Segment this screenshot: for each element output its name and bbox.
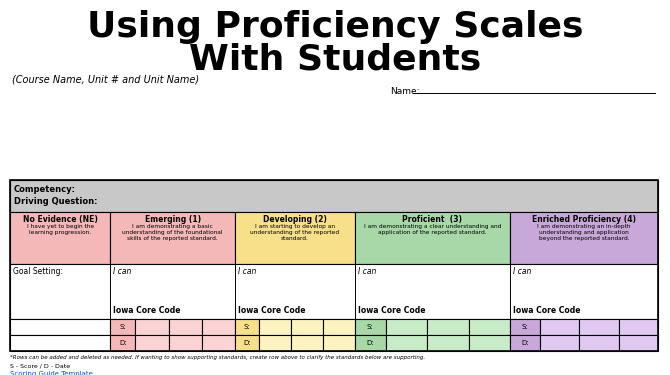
Bar	[386, 319, 427, 335]
Text: I have yet to begin the
learning progression.: I have yet to begin the learning progres…	[27, 224, 94, 235]
Bar	[111, 335, 135, 351]
Bar	[540, 319, 579, 335]
Bar	[202, 335, 235, 351]
Text: S:: S:	[522, 324, 529, 330]
Bar	[323, 319, 354, 335]
Bar	[469, 319, 511, 335]
Bar	[135, 335, 168, 351]
Text: Scoring Guide Template: Scoring Guide Template	[10, 371, 93, 375]
Bar	[354, 212, 511, 264]
Text: I am demonstrating a clear understanding and
application of the reported standar: I am demonstrating a clear understanding…	[364, 224, 501, 235]
Bar	[259, 335, 291, 351]
Bar	[111, 212, 235, 264]
Text: Iowa Core Code: Iowa Core Code	[238, 306, 306, 315]
Text: With Students: With Students	[189, 42, 481, 76]
Text: Iowa Core Code: Iowa Core Code	[513, 306, 581, 315]
Bar	[10, 335, 111, 351]
Text: (Course Name, Unit # and Unit Name): (Course Name, Unit # and Unit Name)	[12, 75, 199, 85]
Bar	[10, 180, 658, 212]
Text: S - Score / D - Date: S - Score / D - Date	[10, 363, 70, 368]
Bar	[540, 335, 579, 351]
Text: Iowa Core Code: Iowa Core Code	[113, 306, 181, 315]
Text: I am demonstrating an in-depth
understanding and application
beyond the reported: I am demonstrating an in-depth understan…	[537, 224, 631, 242]
Text: Goal Setting:: Goal Setting:	[13, 267, 63, 276]
Bar	[469, 335, 511, 351]
Bar	[168, 319, 202, 335]
Bar	[291, 335, 323, 351]
Bar	[427, 335, 469, 351]
Bar	[386, 335, 427, 351]
Bar	[427, 319, 469, 335]
Bar	[168, 335, 202, 351]
Text: I can: I can	[113, 267, 132, 276]
Text: S:: S:	[243, 324, 250, 330]
Text: Iowa Core Code: Iowa Core Code	[358, 306, 425, 315]
Text: Name:: Name:	[390, 87, 419, 96]
Text: Driving Question:: Driving Question:	[14, 197, 98, 206]
Bar	[259, 319, 291, 335]
Bar	[10, 319, 111, 335]
Text: I am starting to develop an
understanding of the reported
standard.: I am starting to develop an understandin…	[250, 224, 340, 242]
Text: Using Proficiency Scales: Using Proficiency Scales	[86, 10, 584, 44]
Bar	[111, 319, 135, 335]
Text: D:: D:	[521, 340, 529, 346]
Text: S:: S:	[119, 324, 126, 330]
Bar	[10, 212, 111, 264]
Bar	[618, 335, 658, 351]
Text: D:: D:	[366, 340, 374, 346]
Bar	[354, 319, 386, 335]
Bar	[354, 335, 386, 351]
Bar	[10, 264, 658, 319]
Bar	[511, 335, 540, 351]
Text: Emerging (1): Emerging (1)	[145, 215, 201, 224]
Text: I can: I can	[513, 267, 531, 276]
Bar	[511, 319, 540, 335]
Bar	[235, 319, 259, 335]
Bar	[291, 319, 323, 335]
Text: Proficient  (3): Proficient (3)	[403, 215, 462, 224]
Bar	[202, 319, 235, 335]
Bar	[235, 212, 354, 264]
Text: I can: I can	[238, 267, 256, 276]
Text: Enriched Proficiency (4): Enriched Proficiency (4)	[532, 215, 636, 224]
Text: No Evidence (NE): No Evidence (NE)	[23, 215, 98, 224]
Bar	[323, 335, 354, 351]
Bar	[235, 335, 259, 351]
Bar	[135, 319, 168, 335]
Text: D:: D:	[243, 340, 251, 346]
Text: Developing (2): Developing (2)	[263, 215, 327, 224]
Text: I am demonstrating a basic
understanding of the foundational
skills of the repor: I am demonstrating a basic understanding…	[123, 224, 223, 242]
Text: Competency:: Competency:	[14, 185, 76, 194]
Text: *Rows can be added and deleted as needed. If wanting to show supporting standard: *Rows can be added and deleted as needed…	[10, 355, 425, 360]
Bar	[618, 319, 658, 335]
Text: D:: D:	[119, 340, 127, 346]
Bar	[10, 180, 658, 351]
Bar	[511, 212, 658, 264]
Text: S:: S:	[367, 324, 374, 330]
Bar	[579, 335, 618, 351]
Bar	[579, 319, 618, 335]
Text: I can: I can	[358, 267, 376, 276]
